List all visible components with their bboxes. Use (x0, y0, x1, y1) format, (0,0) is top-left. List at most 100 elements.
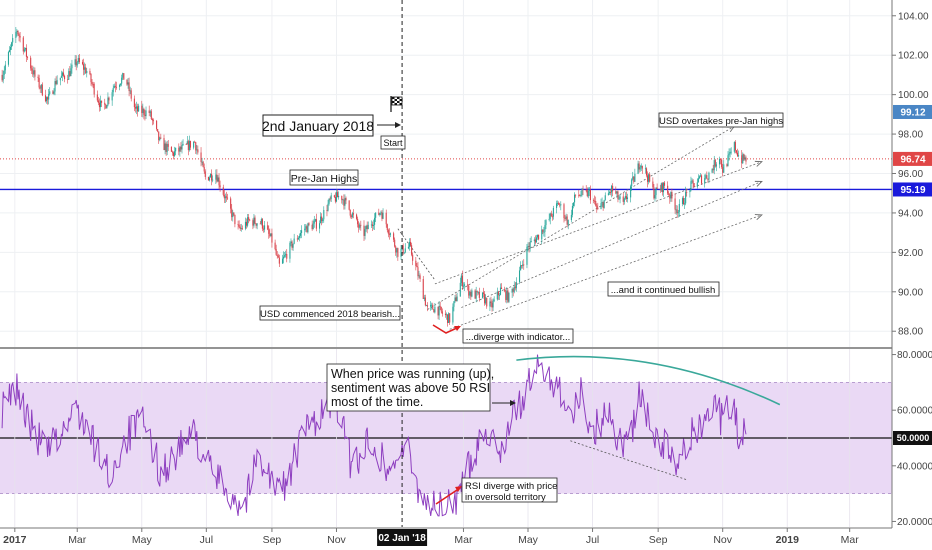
start-date-box (262, 114, 374, 137)
candle-body (434, 306, 436, 313)
candle-body (453, 301, 455, 307)
candle-body (259, 223, 261, 225)
candle-body (691, 180, 693, 182)
candle-body (626, 197, 629, 200)
price-axis-panel[interactable] (892, 0, 932, 550)
candle-body (276, 254, 278, 256)
candle-body (438, 305, 440, 316)
candle-body (575, 194, 577, 196)
candle-body (4, 64, 6, 71)
candle-body (735, 150, 738, 153)
candle-body (218, 177, 220, 186)
candle-body (341, 195, 343, 201)
candle-body (711, 169, 713, 173)
candle-body (180, 146, 182, 150)
time-tick-label: Mar (454, 534, 473, 546)
candle-body (350, 215, 352, 218)
candle-body (565, 216, 567, 219)
candle-body (394, 239, 396, 247)
candle-body (315, 219, 317, 229)
candle-body (411, 245, 413, 255)
upper-price-tag-bg (893, 104, 932, 119)
candle-body (647, 175, 649, 182)
time-tick-label: Nov (713, 534, 732, 546)
candle-body (654, 195, 656, 199)
time-axis-panel[interactable] (0, 528, 892, 550)
time-tick-label: Jul (586, 534, 599, 546)
candle-body (648, 174, 650, 182)
candle-body (545, 220, 547, 226)
candle-body (609, 191, 612, 193)
candle-body (293, 238, 295, 244)
candle-body (415, 260, 417, 266)
candle-body (511, 288, 513, 293)
candle-body (469, 291, 471, 296)
candle-body (148, 110, 150, 113)
candle-body (593, 200, 595, 201)
candle-body (49, 91, 51, 94)
candle-body (607, 193, 609, 196)
candle-body (639, 167, 641, 170)
candle-body (661, 183, 663, 193)
candle-body (374, 217, 376, 225)
candle-body (149, 111, 151, 113)
candle-body (129, 90, 131, 92)
candle-body (170, 146, 172, 152)
candle-body (386, 224, 388, 231)
candle-body (123, 73, 125, 80)
start-date-axis-tag-text: 02 Jan '18 (378, 533, 426, 544)
candle-body (322, 219, 324, 222)
channel-arrowhead (754, 160, 763, 167)
candle-body (98, 102, 101, 108)
candle-body (393, 233, 395, 240)
channel-arrowhead (754, 180, 763, 187)
candle-body (400, 248, 402, 257)
candle-body (137, 106, 139, 112)
candle-body (284, 255, 286, 257)
candle-body (708, 172, 710, 180)
candle-body (677, 211, 679, 214)
candle-body (674, 198, 676, 210)
time-tick-label: Nov (327, 534, 346, 546)
candle-body (366, 225, 368, 230)
candle-body (402, 245, 404, 254)
candle-body (418, 275, 420, 277)
candle-body (363, 225, 365, 236)
candle-body (185, 143, 187, 145)
candle-body (292, 243, 294, 248)
candle-body (144, 114, 146, 117)
candle-body (630, 186, 632, 198)
current-price-tag: 96.74 (893, 151, 932, 166)
candle-body (533, 239, 535, 241)
candle-body (715, 164, 717, 167)
time-tick-label: May (518, 534, 539, 546)
candle-body (541, 229, 543, 240)
candle-body (245, 221, 248, 226)
candle-body (216, 174, 218, 182)
candle-body (580, 195, 582, 196)
candle-body (596, 205, 598, 208)
candle-body (564, 218, 566, 219)
candle-body (425, 305, 427, 307)
candle-body (490, 301, 492, 304)
rsi-diverge-box (461, 477, 558, 503)
candle-body (75, 59, 77, 66)
diverge-indicator-label: ...diverge with indicator... (466, 332, 571, 343)
candle-body (19, 36, 21, 38)
candle-body (201, 161, 203, 163)
candle-body (520, 265, 522, 271)
rsi-trend-curve (516, 355, 781, 406)
candle-body (670, 191, 672, 199)
candle-body (595, 200, 597, 206)
rsi-diverge-line-2: in oversold territory (465, 492, 546, 503)
candle-body (387, 230, 389, 234)
candle-body (505, 291, 507, 300)
prejan-highs-label: Pre-Jan Highs (291, 173, 358, 185)
candle-body (141, 105, 143, 114)
time-tick-label: Mar (841, 534, 860, 546)
candle-body (151, 119, 153, 121)
usd-overtakes-box (658, 112, 784, 128)
candle-body (328, 198, 330, 204)
candle-body (378, 212, 380, 215)
candle-body (130, 90, 132, 99)
